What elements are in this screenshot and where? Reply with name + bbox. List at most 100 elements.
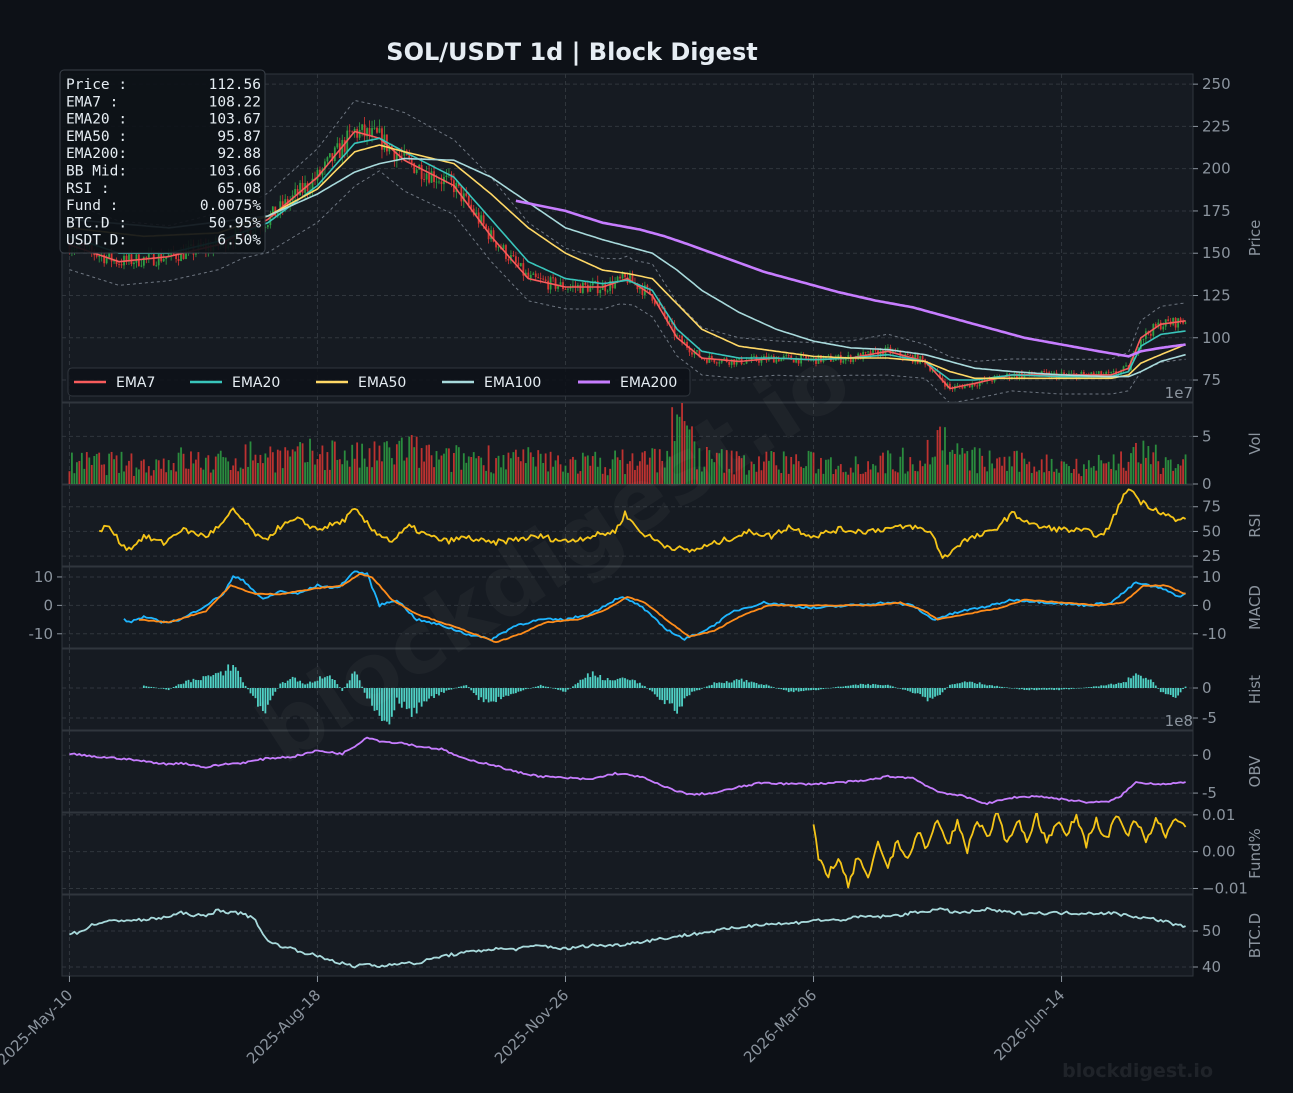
volume-bar (795, 454, 798, 484)
histogram-bar (951, 684, 954, 688)
histogram-bar (510, 688, 512, 695)
histogram-bar (981, 684, 984, 688)
volume-bar (366, 466, 368, 484)
histogram-bar (386, 688, 388, 722)
histogram-bar (1090, 687, 1093, 688)
histogram-bar (750, 681, 753, 688)
histogram-bar (1100, 685, 1103, 688)
histogram-bar (564, 688, 567, 692)
volume-bar (639, 461, 641, 484)
line-obv (69, 736, 1186, 806)
histogram-bar (944, 688, 946, 690)
histogram-bar (882, 685, 884, 688)
histogram-bar (961, 682, 964, 688)
histogram-bar (500, 688, 502, 700)
volume-bar (428, 444, 430, 484)
histogram-bar (195, 679, 197, 688)
volume-bar (574, 459, 577, 484)
candle-body (1110, 371, 1113, 373)
volume-bar (792, 464, 795, 484)
candle-body (457, 182, 460, 187)
candle-body (705, 359, 708, 363)
histogram-bar (998, 686, 1001, 688)
candle-body (182, 250, 185, 259)
histogram-bar (460, 686, 463, 688)
candle-body (1053, 372, 1056, 374)
histogram-bar (537, 686, 540, 688)
volume-bar (904, 473, 907, 484)
histogram-bar (733, 680, 736, 688)
y-tick-label: 75 (1202, 371, 1221, 389)
candle-body (185, 249, 187, 259)
volume-bar (678, 416, 681, 484)
candle-body (648, 287, 651, 295)
volume-bar (177, 452, 180, 484)
candle-body (621, 273, 624, 279)
histogram-bar (601, 680, 604, 688)
volume-bar (123, 471, 125, 484)
candle-body (105, 257, 108, 264)
volume-bar (911, 464, 914, 484)
volume-bar (790, 456, 793, 484)
candle-body (512, 255, 515, 257)
candle-body (1149, 333, 1152, 336)
histogram-bar (1082, 687, 1085, 689)
candle-body (567, 288, 569, 290)
histogram-bar (1020, 688, 1023, 690)
y-tick-label: 0 (1202, 679, 1212, 697)
histogram-bar (219, 671, 222, 688)
histogram-bar (755, 682, 758, 688)
y-tick-label: -5 (1202, 784, 1217, 802)
histogram-bar (1140, 675, 1142, 688)
volume-bar (505, 469, 507, 484)
candle-body (1159, 322, 1162, 330)
candle-body (790, 355, 793, 360)
histogram-bar (567, 688, 569, 690)
volume-bar (909, 457, 912, 484)
volume-bar (740, 458, 743, 484)
histogram-bar (847, 685, 850, 688)
volume-bar (125, 465, 128, 484)
histogram-bar (388, 688, 391, 725)
info-label: EMA200: (66, 146, 127, 162)
candle-body (420, 164, 423, 180)
histogram-bar (1035, 688, 1038, 691)
volume-bar (782, 451, 785, 484)
candle-body (693, 351, 696, 355)
histogram-bar (145, 686, 148, 688)
histogram-bar (916, 688, 919, 694)
histogram-bar (262, 688, 264, 712)
histogram-bar (765, 684, 768, 688)
histogram-bar (167, 688, 170, 691)
histogram-bar (152, 687, 155, 688)
candle-body (733, 359, 736, 365)
histogram-bar (311, 682, 314, 688)
volume-bar (797, 461, 800, 484)
volume-bar (100, 464, 103, 484)
volume-bar (532, 456, 535, 484)
histogram-bar (405, 688, 408, 710)
volume-bar (956, 443, 959, 484)
histogram-bar (810, 688, 812, 691)
volume-bar (519, 461, 522, 484)
volume-bar (693, 441, 696, 484)
volume-bar (877, 472, 879, 484)
candle-body (128, 254, 130, 261)
histogram-bar (291, 676, 294, 688)
candle-body (155, 265, 158, 267)
histogram-bar (423, 688, 426, 702)
candle-body (676, 335, 679, 337)
candle-body (710, 356, 713, 360)
histogram-bar (651, 688, 654, 692)
histogram-bar (1095, 686, 1098, 688)
histogram-bar (214, 673, 217, 688)
histogram-bar (373, 688, 376, 711)
volume-bar (150, 475, 153, 484)
histogram-bar (269, 688, 272, 701)
candle-body (1080, 372, 1083, 375)
candle-body (319, 169, 321, 176)
candle-body (837, 354, 840, 359)
volume-bar (549, 451, 552, 484)
histogram-bar (753, 682, 755, 688)
histogram-bar (646, 688, 649, 689)
